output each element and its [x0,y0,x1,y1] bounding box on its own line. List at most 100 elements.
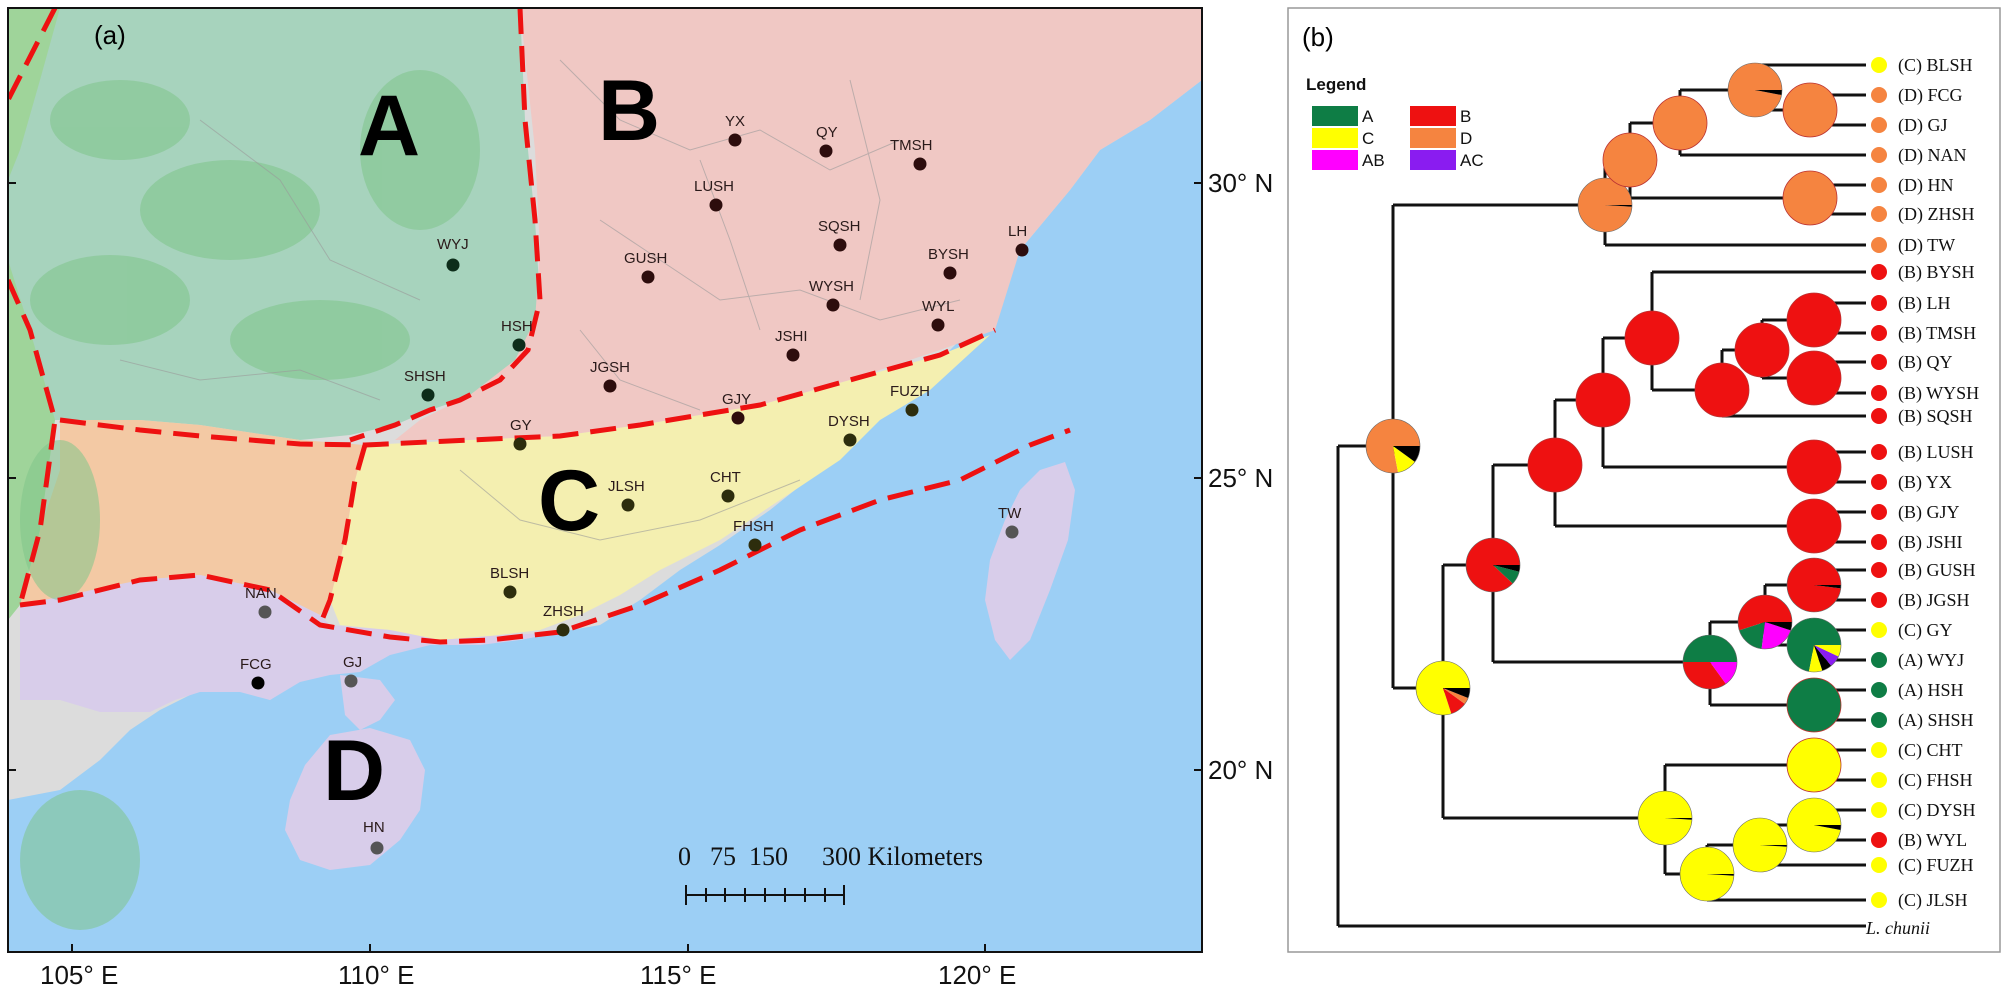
site-label-fhsh: FHSH [733,518,774,535]
legend: Legend A BC DAB AC [1306,75,1484,170]
site-label-shsh: SHSH [404,368,446,385]
tip-dot [1871,892,1887,908]
pie-slice [1443,688,1469,704]
pie-slice [1814,585,1841,589]
tip-dot [1871,87,1887,103]
pie-slice [1814,645,1841,657]
legend-swatch-a [1312,106,1358,126]
scale-zero: 0 [678,842,691,871]
lon-label-105: 105° E [40,960,118,990]
site-point-sqsh [833,238,847,252]
node-pie [1786,498,1842,554]
tip-label: (B) TMSH [1898,323,1976,344]
region-label-a: A [358,78,420,174]
node-pie [1737,594,1793,650]
node-pie [1786,797,1842,853]
tip-dot [1871,534,1887,550]
tip-label: (A) SHSH [1898,710,1974,731]
tip-dot [1871,742,1887,758]
site-point-nan [258,605,272,619]
province-borders [119,59,961,541]
site-label-yx: YX [725,113,745,130]
tip-dot [1871,772,1887,788]
pie-slice [1814,825,1841,831]
node-pie [1527,437,1583,493]
tip-label: (C) CHT [1898,740,1963,761]
site-label-fcg: FCG [240,656,272,673]
region-label-d: D [323,723,385,819]
tip-label: (C) FUZH [1898,855,1974,876]
site-label-bysh: BYSH [928,246,969,263]
pie-slice [1366,419,1420,474]
node-pie [1652,95,1708,151]
tip-dot [1871,206,1887,222]
node-pie [1682,634,1738,690]
pie-slice [1786,677,1842,733]
tip-label: (D) TW [1898,235,1955,256]
pie-slice [1786,439,1842,495]
legend-swatch-b [1410,106,1456,126]
site-label-hn: HN [363,819,385,836]
site-point-jlsh [621,498,635,512]
site-label-lush: LUSH [694,178,734,195]
site-label-sqsh: SQSH [818,218,861,235]
site-label-gush: GUSH [624,250,667,267]
pie-slice [1443,688,1470,698]
site-label-dysh: DYSH [828,413,870,430]
site-point-fcg [251,676,265,690]
pie-slice [1443,688,1465,714]
site-point-gj [344,674,358,688]
site-label-tmsh: TMSH [890,137,933,154]
pie-slice [1786,498,1842,554]
lon-label-120: 120° E [938,960,1016,990]
site-label-hsh: HSH [501,318,533,335]
region-label-c: C [538,453,600,549]
tip-label: (C) BLSH [1898,55,1973,76]
site-point-lush [709,198,723,212]
site-label-fuzh: FUZH [890,383,930,400]
tip-dot [1871,325,1887,341]
pie-slice [1416,661,1470,716]
pie-slice [1786,350,1842,406]
site-label-zhsh: ZHSH [543,603,584,620]
site-point-gjy [731,411,745,425]
site-label-gjy: GJY [722,391,751,408]
lon-label-115: 115° E [640,960,716,990]
site-label-jlsh: JLSH [608,478,645,495]
tip-dot [1871,504,1887,520]
tip-dot [1871,682,1887,698]
tip-dot [1871,592,1887,608]
pie-slice [1787,797,1841,852]
site-label-tw: TW [998,505,1022,522]
site-point-dysh [843,433,857,447]
outgroup-label: L. chunii [1865,918,1930,938]
site-point-wysh [826,298,840,312]
pie-slice [1679,847,1734,902]
site-label-lh: LH [1008,223,1027,240]
tip-label: (C) FHSH [1898,770,1973,791]
tip-label: (B) YX [1898,472,1952,493]
node-pie [1786,737,1842,793]
tip-dot [1871,444,1887,460]
pie-slice [1787,557,1841,612]
tip-dot [1871,117,1887,133]
tip-dot [1871,652,1887,668]
pie-slice [1710,662,1737,684]
node-pie [1602,132,1658,188]
site-point-hsh [512,338,526,352]
scale-150: 150 [749,842,788,871]
tip-label: (B) QY [1898,352,1953,373]
site-point-bysh [943,266,957,280]
pie-slice [1786,292,1842,348]
panel-a-label: (a) [94,20,126,50]
site-point-lh [1015,243,1029,257]
tip-dot [1871,712,1887,728]
node-pie [1732,817,1788,873]
site-label-blsh: BLSH [490,565,529,582]
legend-label-a: A [1362,107,1374,126]
tip-dot [1871,474,1887,490]
pie-slice [1734,322,1790,378]
node-pie [1637,790,1693,846]
tip-label: (B) GJY [1898,502,1960,523]
